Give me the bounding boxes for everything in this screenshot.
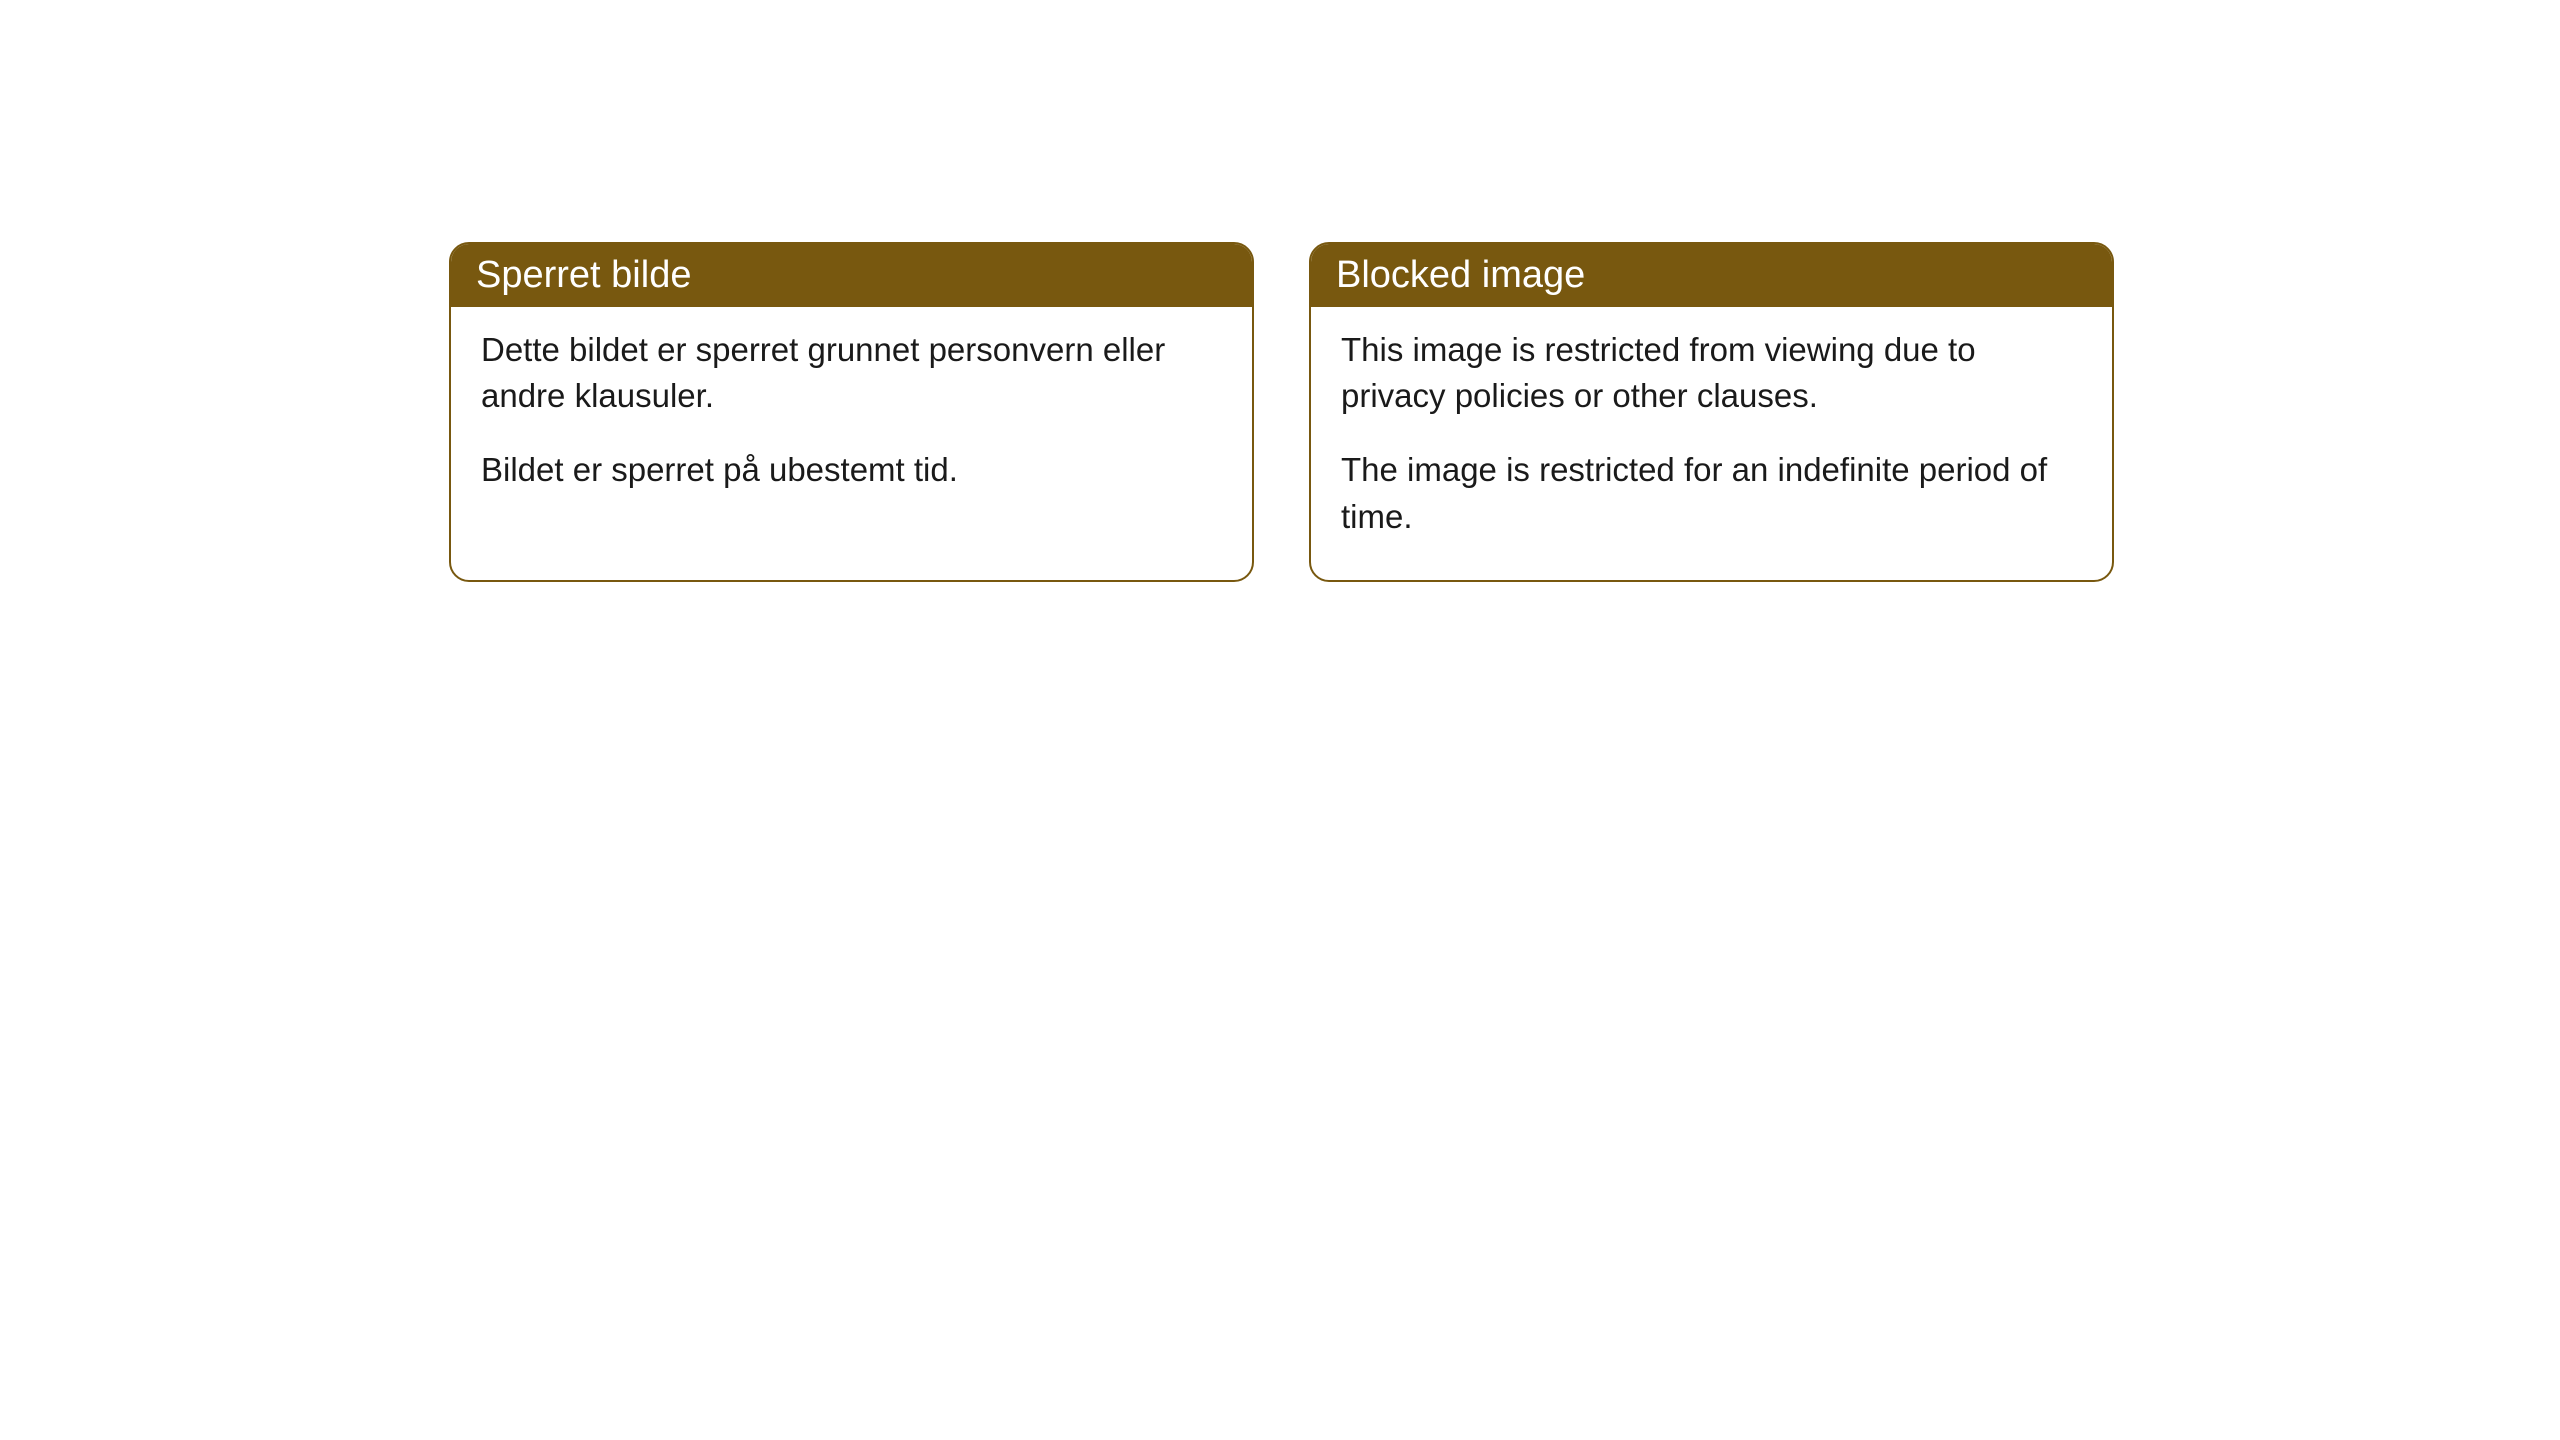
card-paragraph: Bildet er sperret på ubestemt tid. bbox=[481, 447, 1222, 493]
card-title: Sperret bilde bbox=[476, 254, 691, 296]
card-paragraph: The image is restricted for an indefinit… bbox=[1341, 447, 2082, 539]
card-title: Blocked image bbox=[1336, 254, 1585, 296]
card-paragraph: Dette bildet er sperret grunnet personve… bbox=[481, 327, 1222, 419]
card-norwegian: Sperret bilde Dette bildet er sperret gr… bbox=[449, 242, 1254, 582]
cards-container: Sperret bilde Dette bildet er sperret gr… bbox=[449, 242, 2114, 582]
card-header-norwegian: Sperret bilde bbox=[451, 244, 1252, 307]
card-header-english: Blocked image bbox=[1311, 244, 2112, 307]
card-body-norwegian: Dette bildet er sperret grunnet personve… bbox=[451, 307, 1252, 534]
card-english: Blocked image This image is restricted f… bbox=[1309, 242, 2114, 582]
card-paragraph: This image is restricted from viewing du… bbox=[1341, 327, 2082, 419]
card-body-english: This image is restricted from viewing du… bbox=[1311, 307, 2112, 580]
